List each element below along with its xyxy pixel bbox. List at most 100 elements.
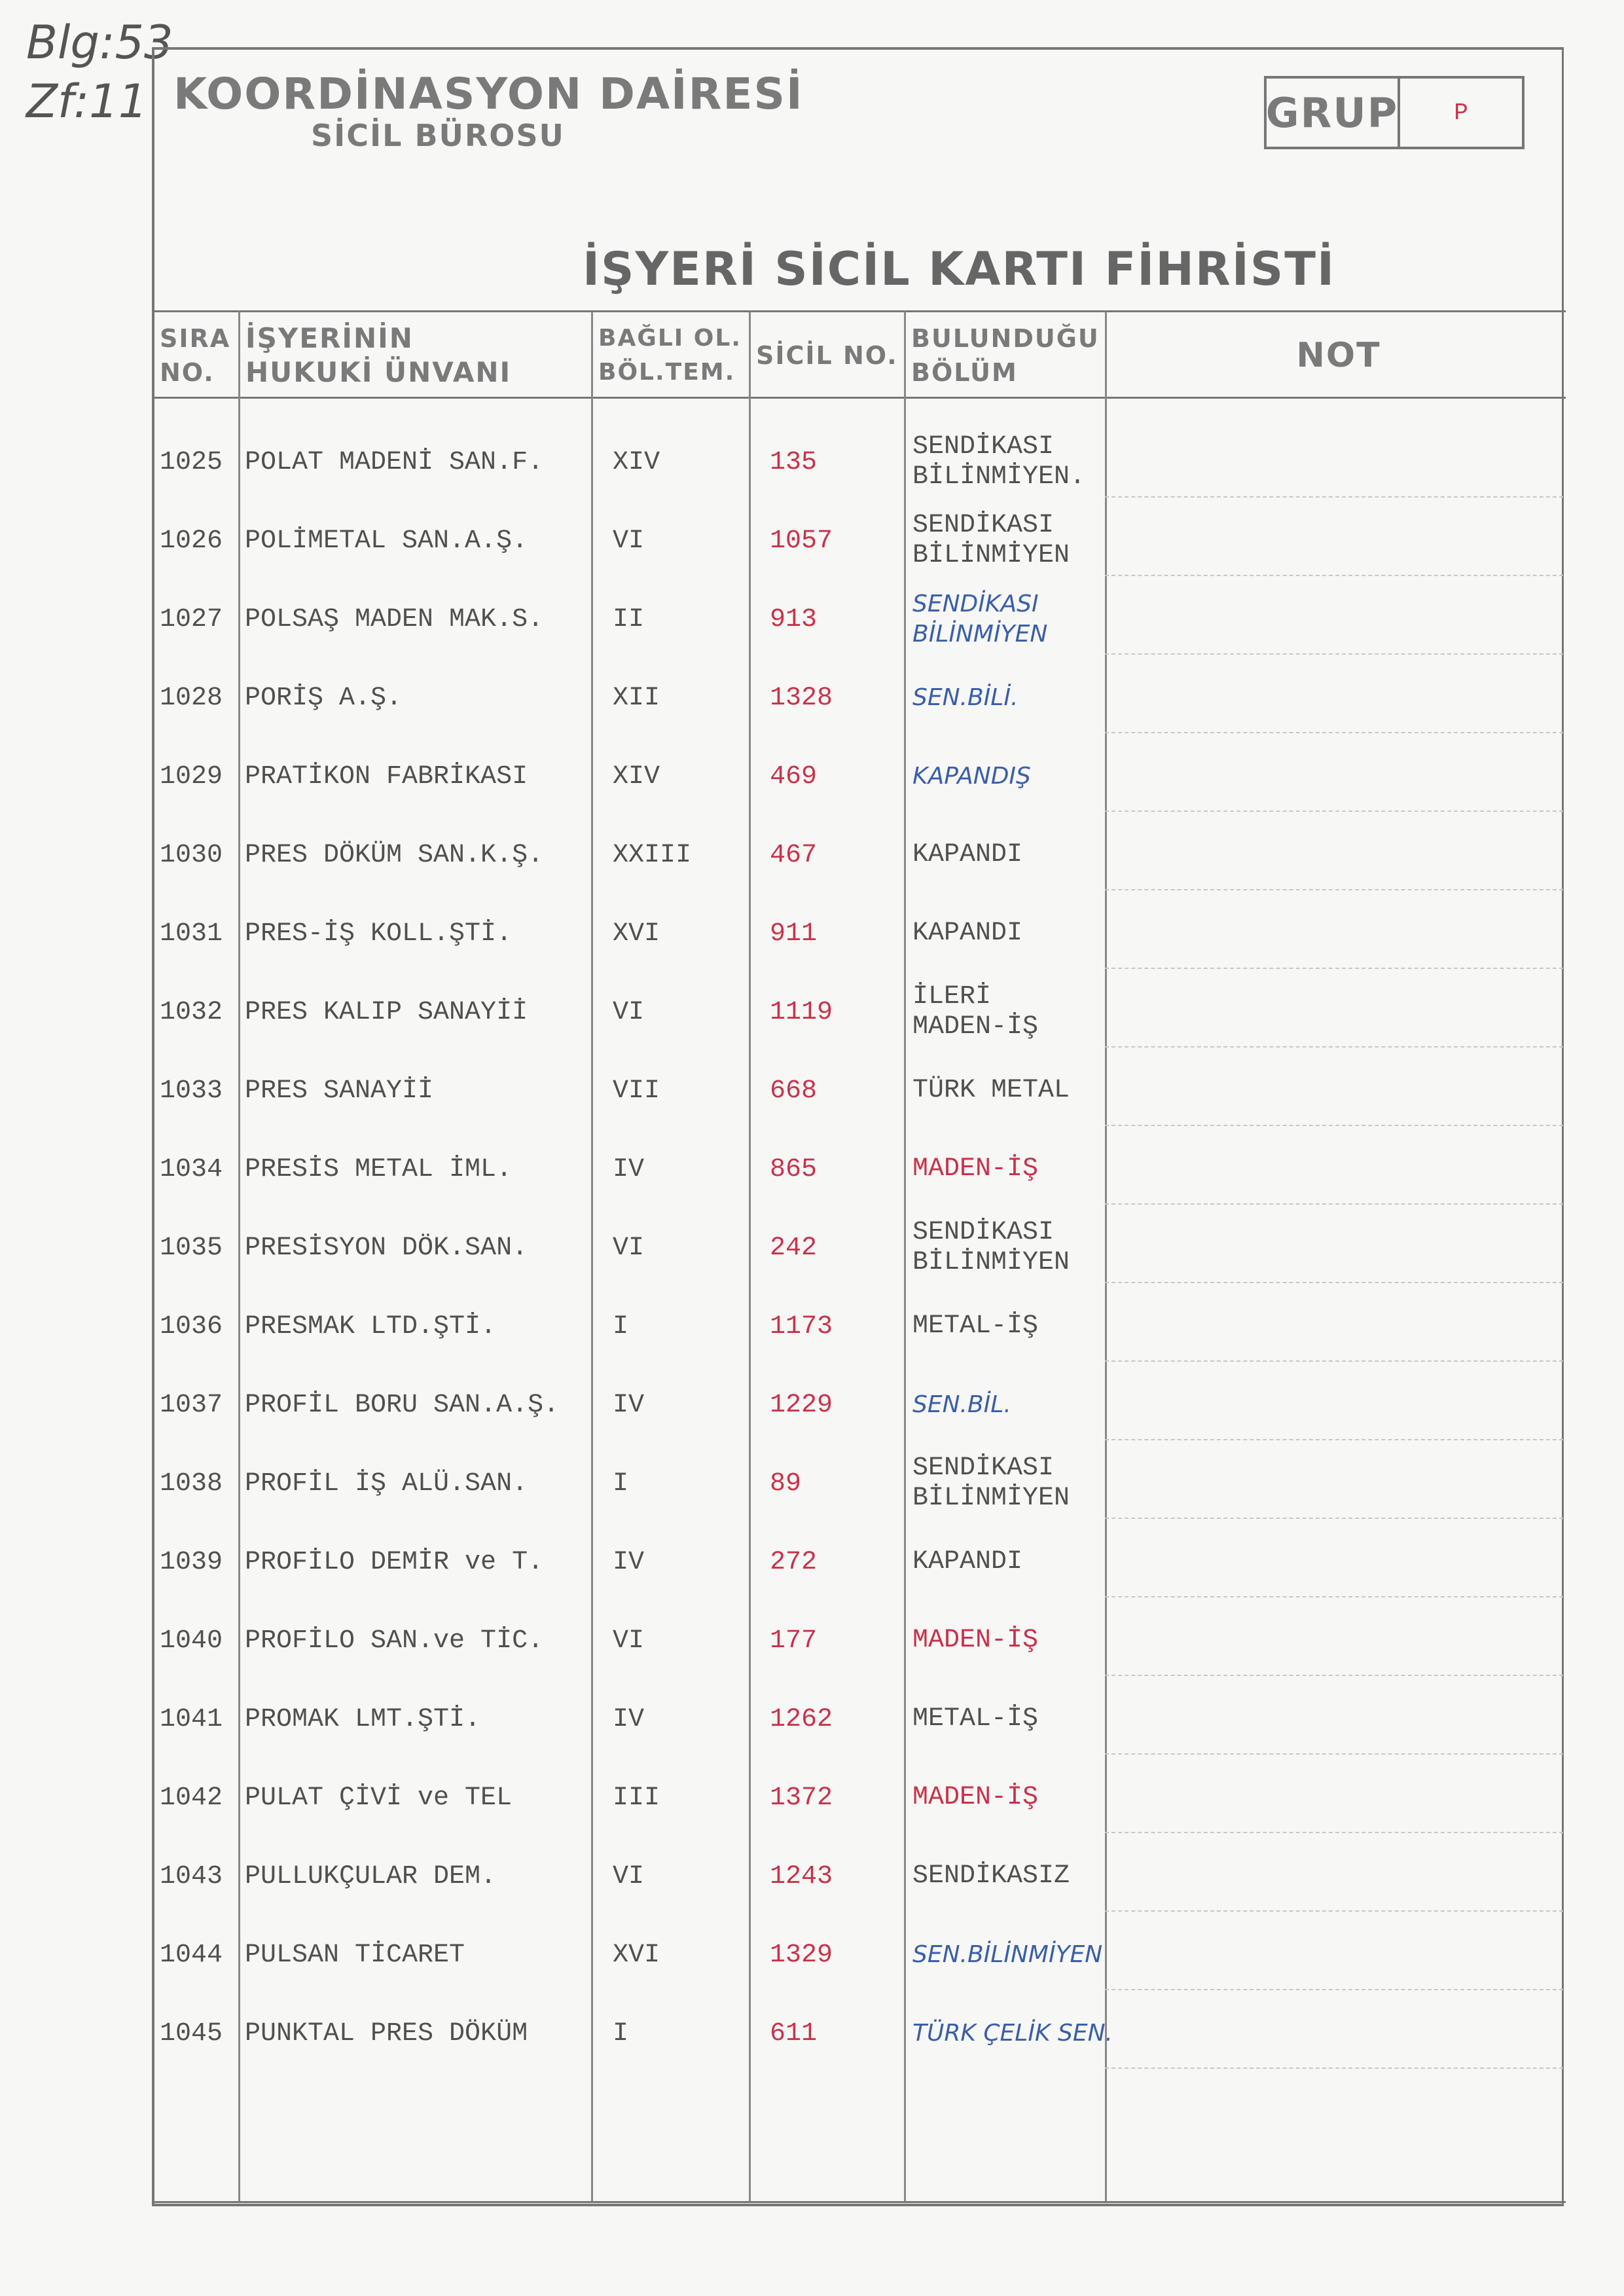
cell-unvan: PRESİSYON DÖK.SAN. [245,1233,528,1263]
cell-not [1110,1601,1562,1680]
cell-sicil: 1243 [770,1861,833,1891]
cell-unvan: PULSAN TİCARET [245,1940,465,1970]
note-ruling-line [1105,1989,1563,1990]
cell-sira: 1036 [160,1311,223,1341]
bolum-line: BİLİNMİYEN [912,621,1048,647]
cell-sira: 1025 [160,447,223,477]
note-ruling-line [1105,1910,1563,1912]
cell-not [1110,501,1562,580]
cell-sicil: 1057 [770,526,833,556]
cell-bagli: IV [613,1547,645,1577]
col-header-text: HUKUKİ ÜNVANI [245,355,512,388]
bolum-line: TÜRK ÇELİK SEN. [912,2020,1113,2047]
col-header-sicil: SİCİL NO. [751,314,904,396]
cell-bolum: SEN.BİLİ. [912,659,1128,737]
bolum-line: SEN.BİL. [912,1391,1011,1418]
cell-bagli: VI [613,997,645,1027]
cell-unvan: PROMAK LMT.ŞTİ. [245,1704,481,1734]
cell-not [1110,1837,1562,1916]
cell-bolum: SENDİKASI BİLİNMİYEN [912,580,1128,659]
column-divider [591,312,593,2202]
cell-bolum: METAL-İŞ [912,1680,1128,1758]
cell-not [1110,1523,1562,1601]
bolum-line: KAPANDIŞ [912,763,1031,790]
cell-unvan: POLAT MADENİ SAN.F. [245,447,544,477]
cell-sicil: 611 [770,2018,818,2049]
col-header-text: BÖL.TEM. [598,358,736,386]
col-header-text: BULUNDUĞU [911,323,1100,353]
table-row: 1027 POLSAŞ MADEN MAK.S. II 913 SENDİKASI BİL… [154,580,1562,659]
note-ruling-line [1105,1439,1563,1440]
col-header-bagli: BAĞLI OL. BÖL.TEM. [593,314,749,396]
group-box: GRUP P [1264,76,1525,149]
bolum-line: KAPANDI [912,840,1023,869]
cell-bolum: MADEN-İŞ [912,1758,1128,1837]
note-ruling-line [1105,889,1563,890]
col-header-text: SIRA [160,323,231,353]
bolum-line: MADEN-İŞ [912,1783,1039,1812]
column-divider [749,312,751,2202]
table-row: 1034 PRESİS METAL İML. IV 865 MADEN-İŞ [154,1130,1562,1209]
cell-bagli: IV [613,1390,645,1420]
cell-bolum: SEN.BİL. [912,1366,1128,1444]
col-header-text: BÖLÜM [911,357,1018,387]
cell-sira: 1031 [160,919,223,949]
note-ruling-line [1105,1046,1563,1048]
cell-not [1110,1758,1562,1837]
note-ruling-line [1105,1753,1563,1755]
column-divider [1105,312,1107,2202]
group-label: GRUP [1266,79,1400,147]
cell-unvan: PRATİKON FABRİKASI [245,761,528,792]
note-ruling-line [1105,1125,1563,1126]
bolum-line: SENDİKASI [912,1453,1055,1483]
table-row: 1039 PROFİLO DEMİR ve T. IV 272 KAPANDI [154,1523,1562,1601]
cell-sira: 1035 [160,1233,223,1263]
cell-unvan: POLİMETAL SAN.A.Ş. [245,526,528,556]
cell-sira: 1039 [160,1547,223,1577]
annotation-line-1: Blg:53 [26,16,173,69]
cell-bolum: SEN.BİLİNMİYEN [912,1916,1128,1994]
title-divider [152,310,1566,312]
cell-bolum: METAL-İŞ [912,1287,1128,1366]
note-ruling-line [1105,811,1563,812]
cell-sira: 1032 [160,997,223,1027]
cell-unvan: PULLUKÇULAR DEM. [245,1861,497,1891]
cell-sira: 1033 [160,1076,223,1106]
bolum-line: SENDİKASI [912,1218,1055,1247]
table-row: 1043 PULLUKÇULAR DEM. VI 1243 SENDİKASIZ [154,1837,1562,1916]
cell-unvan: PROFİL BORU SAN.A.Ş. [245,1390,560,1420]
cell-unvan: PROFİL İŞ ALÜ.SAN. [245,1468,528,1499]
cell-unvan: PROFİLO SAN.ve TİC. [245,1626,544,1656]
note-ruling-line [1105,1832,1563,1833]
table-row: 1032 PRES KALIP SANAYİİ VI 1119 İLERİ MADEN-İ… [154,973,1562,1051]
table-row: 1031 PRES-İŞ KOLL.ŞTİ. XVI 911 KAPANDI [154,894,1562,973]
bolum-line: SENDİKASI [912,432,1055,462]
cell-bagli: IV [613,1704,645,1734]
table-row: 1035 PRESİSYON DÖK.SAN. VI 242 SENDİKASI BİLİ… [154,1209,1562,1287]
bolum-line: BİLİNMİYEN [912,1248,1070,1277]
cell-not [1110,423,1562,501]
cell-unvan: PRESMAK LTD.ŞTİ. [245,1311,497,1341]
cell-bolum: KAPANDI [912,816,1128,894]
bolum-line: BİLİNMİYEN. [912,462,1086,492]
cell-not [1110,1287,1562,1366]
cell-not [1110,1444,1562,1523]
cell-sira: 1038 [160,1468,223,1499]
cell-not [1110,973,1562,1051]
cell-sira: 1045 [160,2018,223,2049]
cell-sicil: 911 [770,919,818,949]
col-header-text: SİCİL NO. [756,340,898,370]
col-header-text: NO. [160,357,215,387]
table-row: 1026 POLİMETAL SAN.A.Ş. VI 1057 SENDİKASI BİL… [154,501,1562,580]
cell-sicil: 865 [770,1154,818,1184]
cell-sicil: 467 [770,840,818,870]
header-divider [152,397,1566,399]
note-ruling-line [1105,1203,1563,1205]
note-ruling-line [1105,1282,1563,1283]
table-row: 1037 PROFİL BORU SAN.A.Ş. IV 1229 SEN.BİL. [154,1366,1562,1444]
cell-bolum: TÜRK METAL [912,1051,1128,1130]
cell-unvan: PORİŞ A.Ş. [245,683,403,713]
office-name: KOORDİNASYON DAİRESİ [173,69,804,119]
bolum-line: TÜRK METAL [912,1076,1070,1105]
cell-bolum: MADEN-İŞ [912,1601,1128,1680]
